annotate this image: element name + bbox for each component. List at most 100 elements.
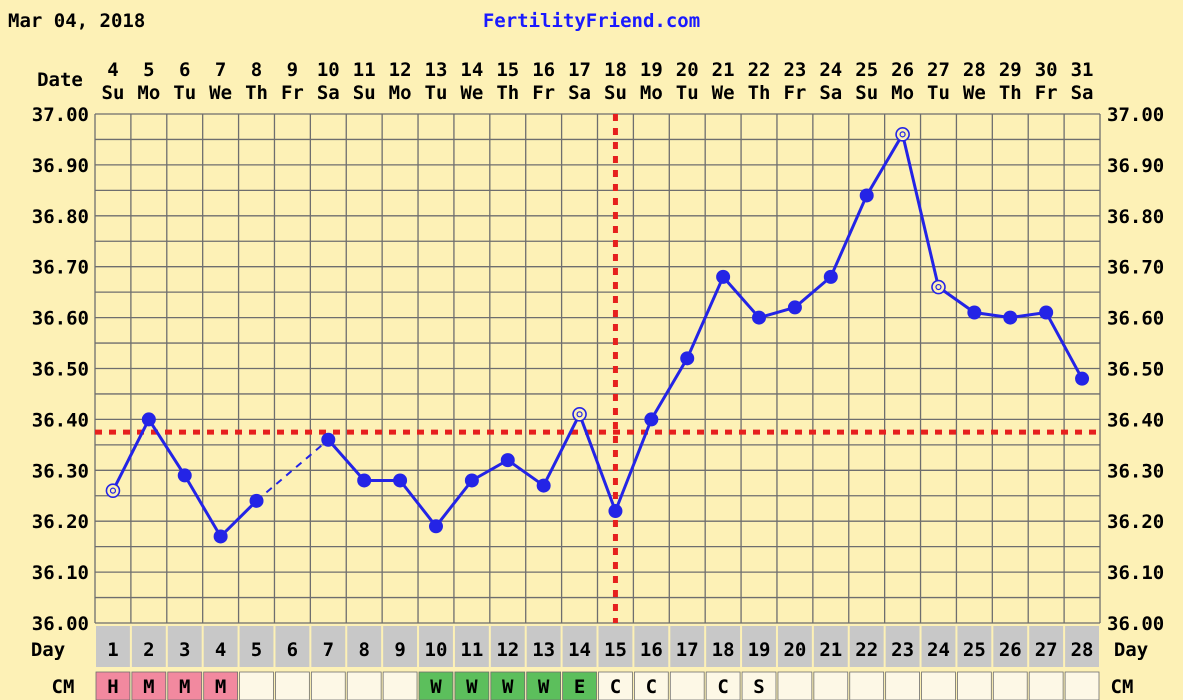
date-label: 6 [179, 59, 190, 81]
cm-code: W [466, 676, 478, 698]
date-label: 29 [999, 59, 1022, 81]
day-cell [131, 626, 166, 667]
day-number: 17 [676, 639, 699, 661]
day-cell [849, 626, 884, 667]
cm-cell [275, 671, 310, 700]
temperature-point [464, 473, 479, 488]
temperature-point [141, 412, 156, 427]
day-number: 14 [568, 639, 591, 661]
date-label: 24 [819, 59, 842, 81]
temperature-point-open [572, 407, 587, 422]
day-number: 6 [287, 639, 298, 661]
cm-cell [957, 671, 992, 700]
weekday-label: Tu [676, 82, 699, 104]
cm-cell [526, 671, 562, 700]
temperature-point [644, 412, 659, 427]
day-number: 13 [532, 639, 555, 661]
cm-cell [418, 671, 454, 700]
day-number: 22 [855, 639, 878, 661]
day-number: 9 [394, 639, 405, 661]
weekday-label: Sa [568, 82, 591, 104]
cm-code: C [646, 676, 657, 698]
day-number: 25 [963, 639, 986, 661]
cm-code: C [610, 676, 621, 698]
temperature-point [716, 269, 731, 284]
day-number: 20 [783, 639, 806, 661]
weekday-label: Su [855, 82, 878, 104]
day-cell [419, 626, 453, 667]
weekday-label: Tu [173, 82, 196, 104]
cm-code: M [143, 676, 154, 698]
site-brand-link[interactable]: FertilityFriend.com [482, 10, 701, 32]
weekday-label: Tu [425, 82, 448, 104]
weekday-label: Fr [532, 82, 555, 104]
weekday-label: Mo [137, 82, 160, 104]
cm-code: C [717, 676, 728, 698]
day-number: 27 [1035, 639, 1058, 661]
day-cell [239, 626, 274, 667]
cm-code: H [107, 676, 118, 698]
weekday-label: Tu [927, 82, 950, 104]
cm-cell [562, 671, 597, 700]
day-cell [96, 626, 130, 667]
day-number: 23 [891, 639, 914, 661]
cm-cell [633, 671, 669, 700]
date-label: 4 [107, 59, 118, 81]
day-number: 15 [604, 639, 627, 661]
temperature-point-open-core [576, 411, 583, 418]
date-label: 13 [425, 59, 448, 81]
temperature-point [1039, 305, 1054, 320]
day-cell [993, 626, 1028, 667]
day-cell [742, 626, 776, 667]
day-cell [454, 626, 489, 667]
date-label: 14 [460, 59, 483, 81]
temperature-point [500, 453, 515, 468]
y-tick-label-left: 36.80 [32, 206, 89, 228]
cm-cell [705, 671, 741, 700]
cm-cell [310, 671, 346, 700]
temperature-point-open-core [109, 487, 117, 494]
date-label: 11 [353, 59, 376, 81]
date-label: 15 [496, 59, 519, 81]
y-tick-label-left: 37.00 [32, 104, 89, 126]
day-number: 3 [179, 639, 190, 661]
temperature-point [859, 188, 874, 203]
cm-cell [490, 671, 526, 700]
weekday-label: Sa [819, 82, 842, 104]
day-number: 12 [496, 639, 519, 661]
weekday-label: Su [102, 82, 125, 104]
cm-cell [382, 671, 418, 700]
day-row-label-right: Day [1114, 639, 1148, 661]
y-tick-label-left: 36.40 [32, 409, 89, 431]
weekday-label: Fr [281, 82, 304, 104]
y-tick-label-left: 36.20 [32, 511, 89, 533]
weekday-label: Su [604, 82, 627, 104]
day-number: 21 [819, 639, 842, 661]
temperature-gap-line [255, 438, 329, 502]
day-cell [885, 626, 920, 667]
day-cell [706, 626, 741, 667]
day-cell [167, 626, 202, 667]
weekday-label: We [460, 82, 483, 104]
cm-cell [992, 671, 1028, 700]
y-tick-label-left: 36.30 [32, 460, 89, 482]
date-label: 7 [215, 59, 226, 81]
cm-cell [346, 671, 382, 700]
temperature-point-open-core [935, 283, 942, 291]
temperature-point-open [105, 483, 121, 498]
temperature-point [823, 269, 838, 284]
y-tick-label-right: 36.00 [1107, 613, 1164, 635]
temperature-point-open [895, 127, 910, 142]
weekday-label: Fr [783, 82, 806, 104]
day-number: 4 [215, 639, 226, 661]
temperature-point-open [931, 279, 946, 295]
cm-cell [203, 671, 238, 700]
cm-cell [1064, 671, 1100, 700]
y-tick-label-left: 36.50 [32, 359, 89, 381]
cm-code: M [215, 676, 226, 698]
day-number: 19 [748, 639, 771, 661]
date-label: 28 [963, 59, 986, 81]
day-cell [562, 626, 597, 667]
cm-code: E [574, 676, 585, 698]
cm-cell [167, 671, 203, 700]
